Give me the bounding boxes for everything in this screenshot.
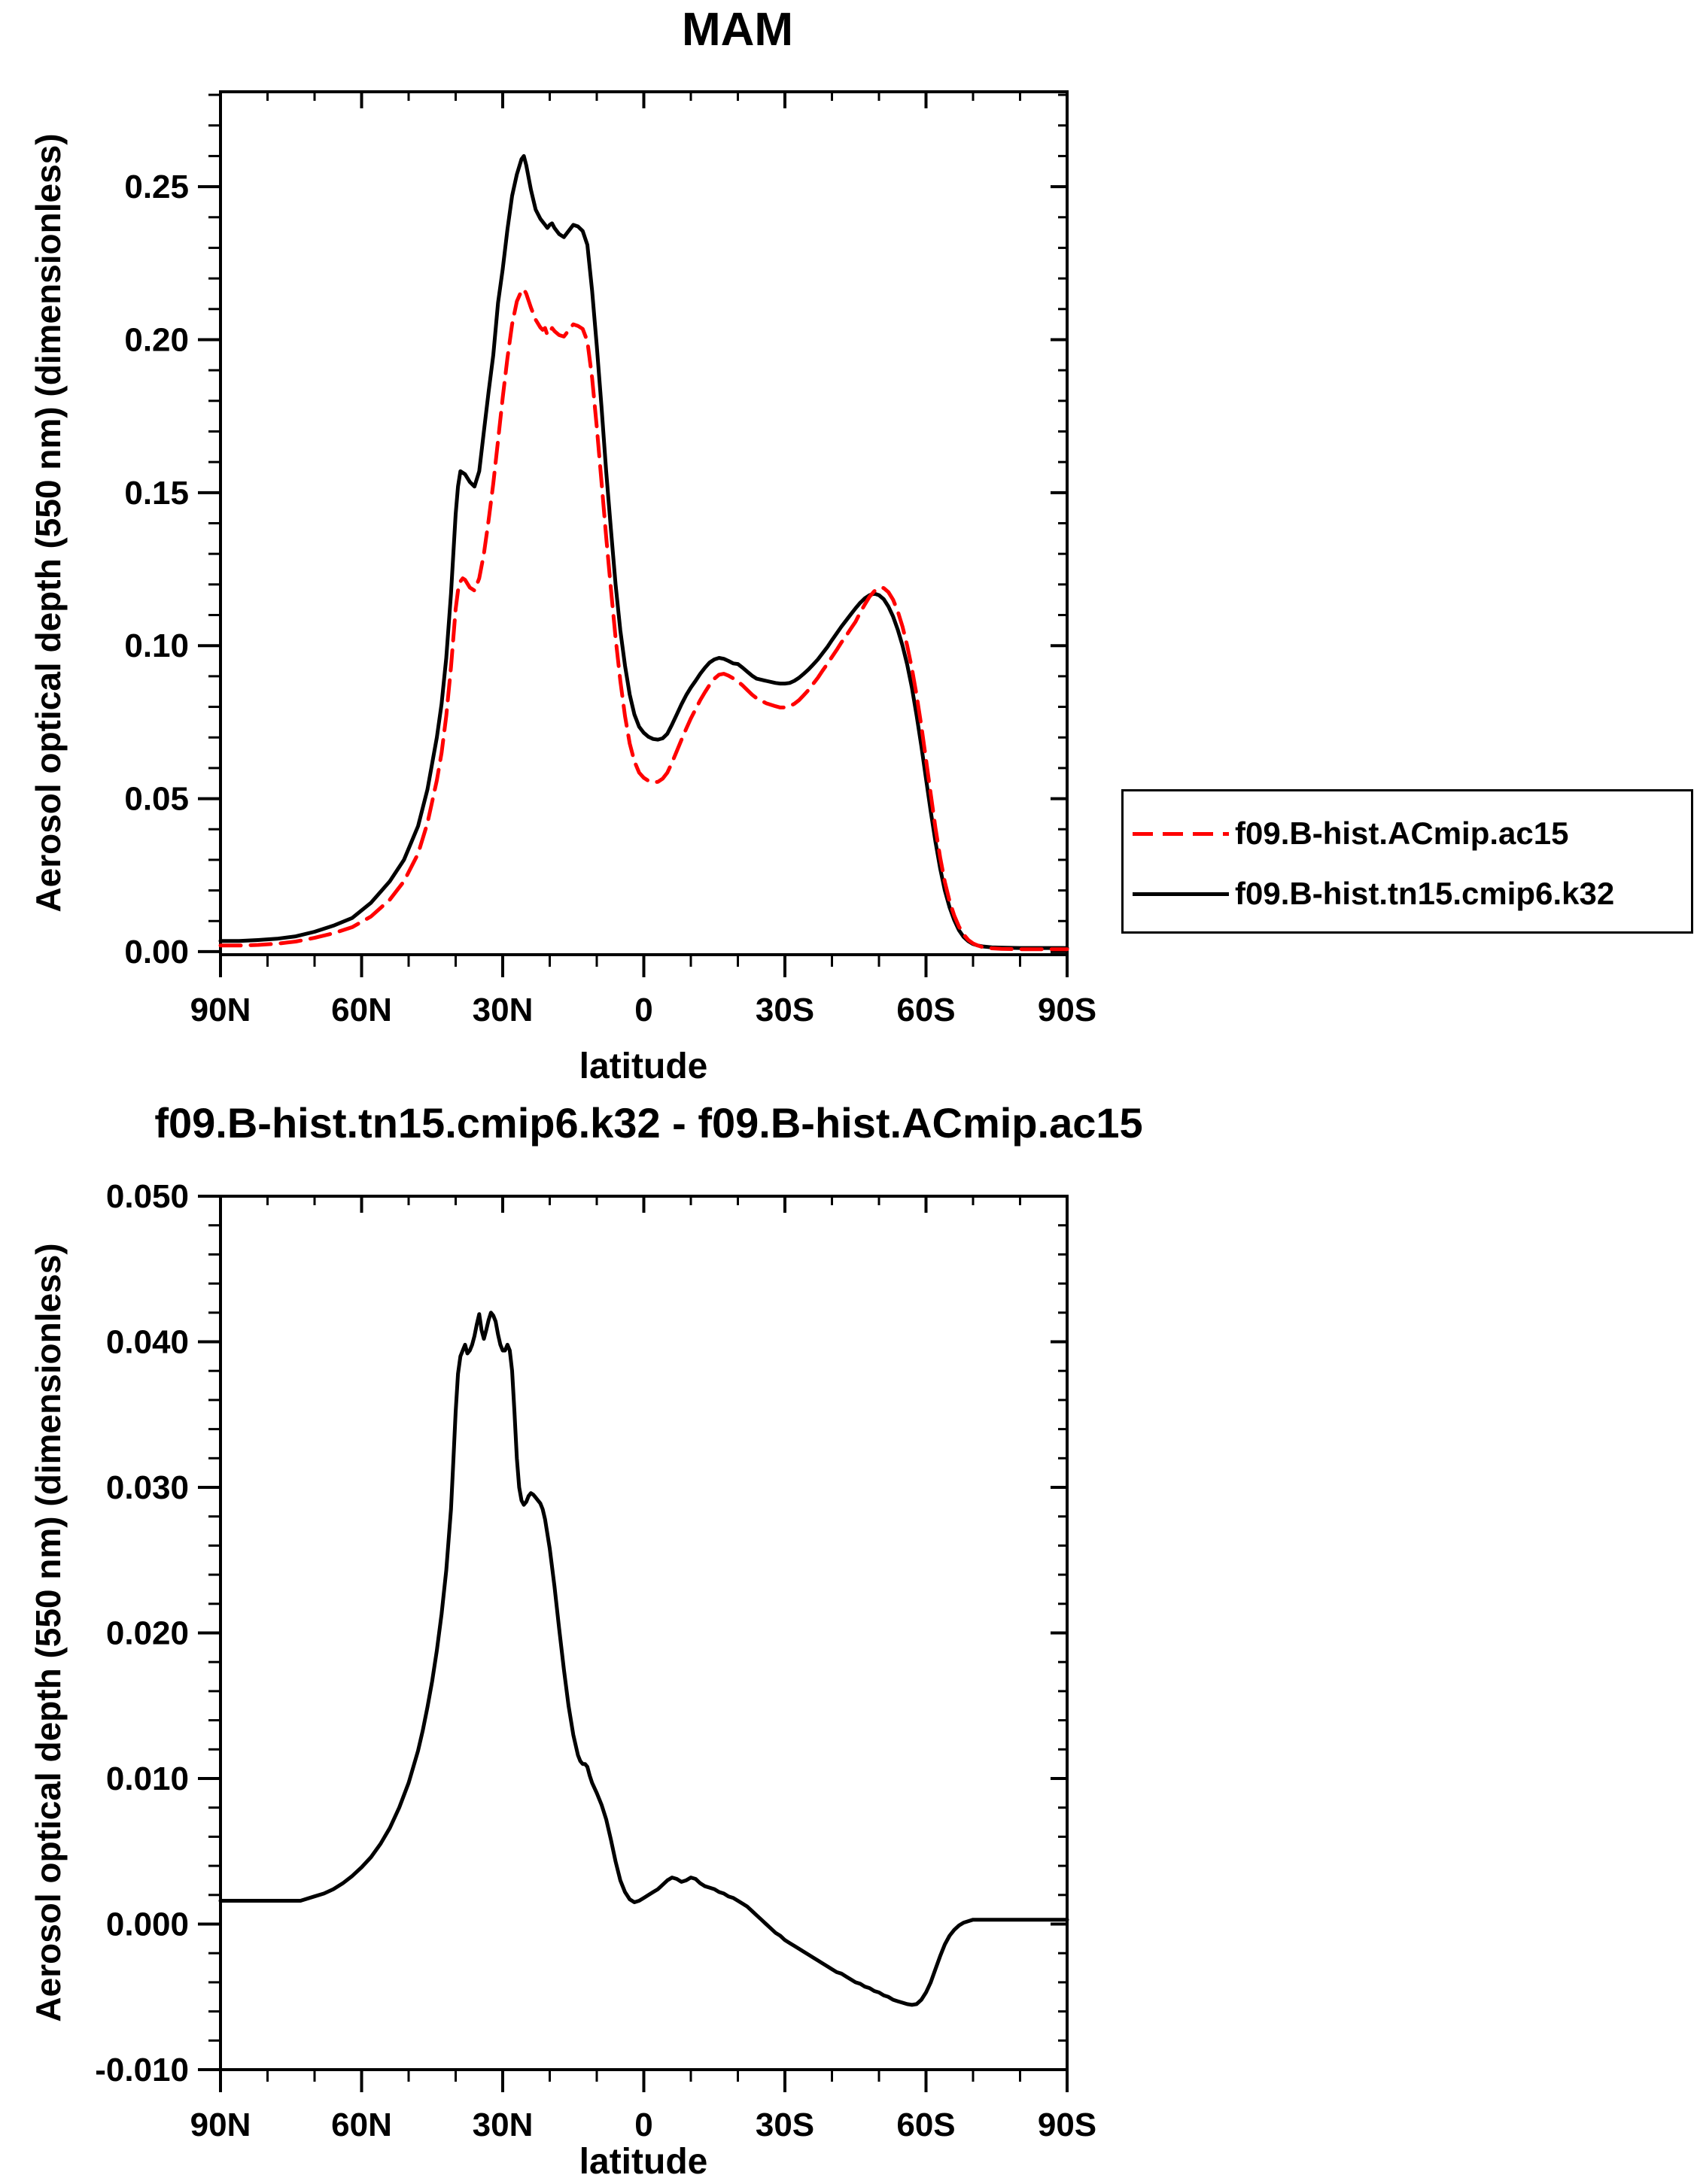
- top-plot-title: MAM: [681, 4, 794, 56]
- y-tick-label: 0.00: [124, 934, 189, 970]
- x-tick-label: 90S: [1038, 992, 1096, 1028]
- series-line-dashed: [218, 287, 1069, 952]
- y-tick-label: 0.040: [106, 1324, 189, 1361]
- y-tick-label: 0.10: [124, 627, 189, 664]
- legend-box: f09.B-hist.ACmip.ac15 f09.B-hist.tn15.cm…: [1121, 789, 1693, 934]
- bottom-plot-title: f09.B-hist.tn15.cmip6.k32 - f09.B-hist.A…: [154, 1099, 1143, 1147]
- x-tick-label: 30N: [473, 992, 534, 1028]
- y-tick-label: 0.20: [124, 321, 189, 358]
- x-tick-label: 0: [634, 2107, 652, 2143]
- y-tick-label: 0.010: [106, 1760, 189, 1797]
- y-tick-label: 0.15: [124, 475, 189, 512]
- series-line-solid: [218, 153, 1069, 950]
- series-line-solid: [218, 1311, 1069, 2007]
- x-tick-label: 60N: [331, 2107, 392, 2143]
- legend-entry-acmip: f09.B-hist.ACmip.ac15: [1133, 816, 1568, 852]
- legend-entry-tn15: f09.B-hist.tn15.cmip6.k32: [1133, 876, 1614, 912]
- legend-line-black-solid: [1133, 892, 1229, 896]
- x-tick-label: 60S: [896, 2107, 955, 2143]
- legend-line-red-dashed: [1133, 831, 1229, 836]
- x-tick-label: 30S: [756, 2107, 814, 2143]
- legend-label: f09.B-hist.ACmip.ac15: [1235, 816, 1569, 851]
- x-tick-label: 60S: [896, 992, 955, 1028]
- x-tick-label: 90N: [190, 2107, 251, 2143]
- top-x-axis-title: latitude: [579, 1046, 708, 1086]
- y-tick-label: -0.010: [95, 2052, 189, 2088]
- x-tick-label: 60N: [331, 992, 392, 1028]
- y-tick-label: 0.05: [124, 781, 189, 818]
- y-tick-label: 0.020: [106, 1615, 189, 1652]
- x-tick-label: 90S: [1038, 2107, 1096, 2143]
- plot-box: [219, 1195, 1069, 2071]
- x-tick-label: 30S: [756, 992, 814, 1028]
- y-tick-label: 0.000: [106, 1906, 189, 1943]
- bottom-x-axis-title: latitude: [579, 2142, 708, 2182]
- y-tick-label: 0.050: [106, 1178, 189, 1215]
- x-tick-label: 90N: [190, 992, 251, 1028]
- y-tick-label: 0.030: [106, 1469, 189, 1506]
- legend-label: f09.B-hist.tn15.cmip6.k32: [1235, 876, 1615, 911]
- y-tick-label: 0.25: [124, 169, 189, 205]
- top-y-axis-title: Aerosol optical depth (550 nm) (dimensio…: [29, 133, 68, 913]
- x-tick-label: 30N: [473, 2107, 534, 2143]
- x-tick-label: 0: [634, 992, 652, 1028]
- bottom-y-axis-title: Aerosol optical depth (550 nm) (dimensio…: [29, 1243, 68, 2022]
